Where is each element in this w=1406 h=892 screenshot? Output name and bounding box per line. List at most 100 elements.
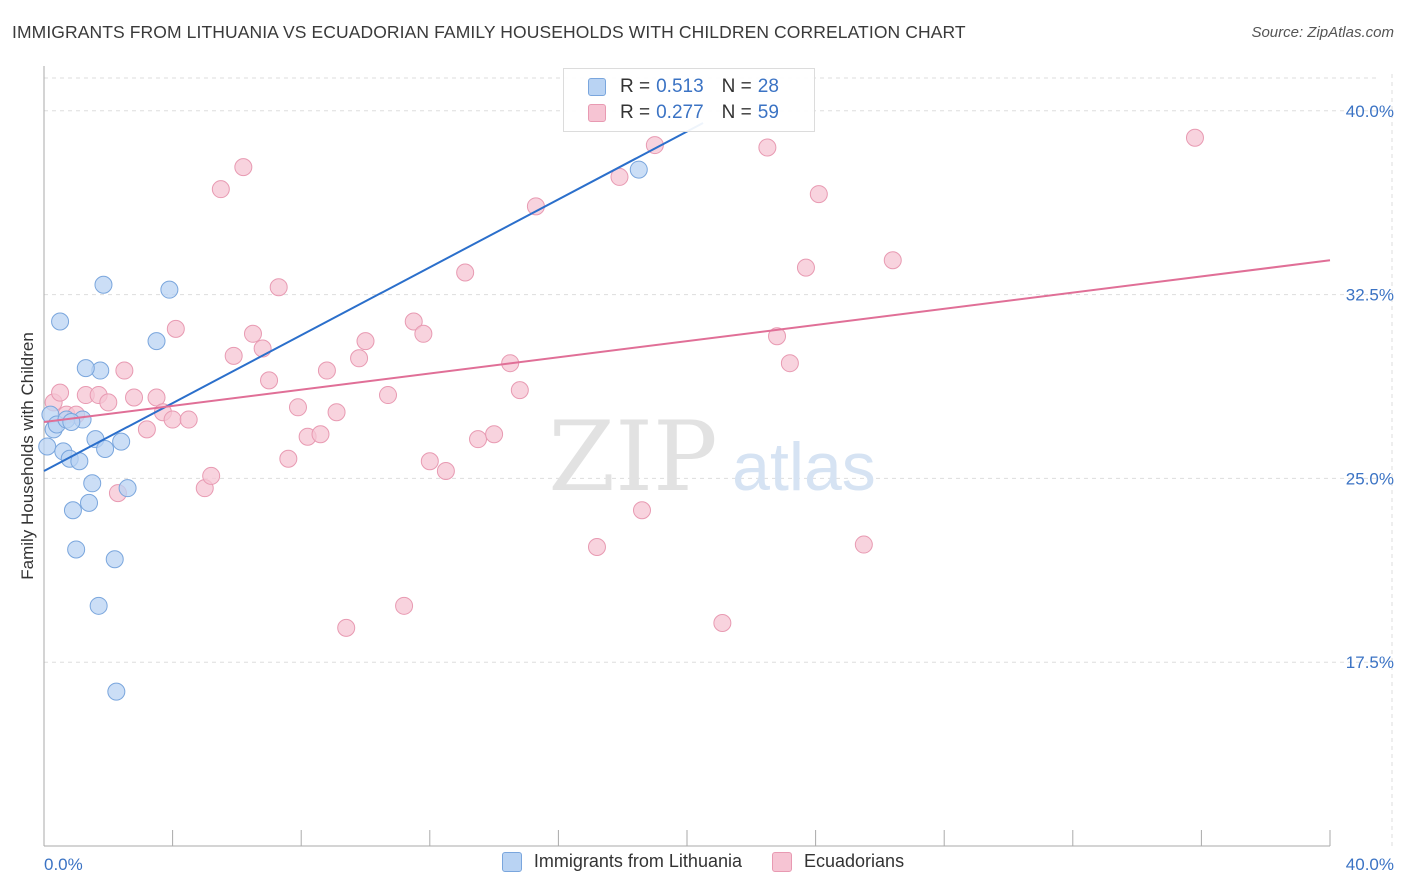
ecuadorian-point xyxy=(137,420,156,439)
lithuania-point xyxy=(89,596,108,615)
ecuadorian-point xyxy=(420,452,439,471)
ecuadorian-point xyxy=(436,462,455,481)
legend-r-value: 0.277 xyxy=(656,102,704,123)
ecuadorian-point xyxy=(587,538,606,557)
legend-r-label: R = xyxy=(620,102,651,123)
y-tick-label: 32.5% xyxy=(1346,286,1394,305)
ecuadorian-point xyxy=(211,180,230,199)
ecuadorian-point xyxy=(883,251,902,270)
watermark-atlas: atlas xyxy=(732,429,876,505)
chart-title: IMMIGRANTS FROM LITHUANIA VS ECUADORIAN … xyxy=(12,22,966,42)
legend-r-value: 0.513 xyxy=(656,76,704,97)
legend-n-label: N = xyxy=(721,102,752,123)
y-tick-label: 17.5% xyxy=(1346,653,1394,672)
ecuadorian-point xyxy=(202,466,221,485)
ecuadorian-point xyxy=(713,613,732,632)
legend-n-label: N = xyxy=(721,76,752,97)
lithuania-point xyxy=(63,501,82,520)
lithuania-point xyxy=(51,312,70,331)
ecuadorian-point xyxy=(809,185,828,204)
lithuania-point xyxy=(96,439,115,458)
ecuadorian-point xyxy=(163,410,182,429)
y-tick-label: 25.0% xyxy=(1346,469,1394,488)
ecuadorian-point xyxy=(288,398,307,417)
grid-lines xyxy=(44,74,1393,846)
ecuadorian-point xyxy=(758,138,777,157)
lithuania-point xyxy=(76,359,95,378)
lithuania-point xyxy=(160,280,179,299)
y-axis-label: Family Households with Children xyxy=(18,332,37,580)
axes xyxy=(43,66,1331,847)
legend-swatch-blue xyxy=(588,78,606,96)
ecuadorian-point xyxy=(51,383,70,402)
legend-n-value: 59 xyxy=(757,102,779,123)
ecuadorian-point xyxy=(279,449,298,468)
ecuadorian-point xyxy=(780,354,799,373)
x-tick-label: 0.0% xyxy=(44,855,83,874)
ecuadorian-point xyxy=(469,430,488,449)
legend-item-ecuadorians[interactable]: Ecuadorians xyxy=(772,851,904,872)
ecuadorian-point xyxy=(260,371,279,390)
ecuadorian-point xyxy=(179,410,198,429)
ecuadorian-point xyxy=(379,386,398,405)
ecuadorian-trend-line xyxy=(43,259,1331,424)
ecuadorian-point xyxy=(253,339,272,358)
ecuadorian-point xyxy=(125,388,144,407)
lithuania-point xyxy=(107,682,126,701)
legend-swatch-blue xyxy=(501,851,522,872)
lithuania-point xyxy=(112,432,131,451)
ecuadorian-point xyxy=(854,535,873,554)
trend-lines xyxy=(43,122,1331,472)
lithuania-point xyxy=(67,540,86,559)
ecuadorian-point xyxy=(632,501,651,520)
ecuadorian-point xyxy=(115,361,134,380)
legend-swatch-pink xyxy=(588,104,606,122)
legend-swatch-pink xyxy=(772,851,792,872)
ecuadorian-point xyxy=(510,381,529,400)
ecuadorian-point xyxy=(317,361,336,380)
legend-row-ecuadorians: R = 0.277 N = 59 xyxy=(588,100,779,126)
ecuadorian-point xyxy=(234,158,253,177)
lithuania-point xyxy=(62,413,81,432)
ecuadorian-point xyxy=(395,596,414,615)
lithuania-trend-line xyxy=(43,122,704,472)
legend-item-lithuania[interactable]: Immigrants from Lithuania xyxy=(501,851,742,872)
ecuadorian-point xyxy=(1185,128,1204,147)
ecuadorian-point xyxy=(485,425,504,444)
lithuania-point xyxy=(94,275,113,294)
ecuadorian-point xyxy=(356,332,375,351)
correlation-legend: R = 0.513 N = 28 R = 0.277 N = 59 xyxy=(563,68,815,132)
ecuadorian-point xyxy=(350,349,369,368)
lithuania-point xyxy=(147,332,166,351)
ecuadorian-point xyxy=(243,324,262,343)
legend-label-ecuadorians: Ecuadorians xyxy=(804,851,905,871)
ecuadorian-point xyxy=(768,327,787,346)
source-label: Source: ZipAtlas.com xyxy=(1251,24,1394,41)
tick-labels: 17.5% 25.0% 32.5% 40.0% 0.0% 40.0% xyxy=(44,102,1394,874)
ecuadorian-point xyxy=(99,393,118,412)
legend-label-lithuania: Immigrants from Lithuania xyxy=(533,851,742,871)
x-tick-label: 40.0% xyxy=(1346,855,1394,874)
ecuadorian-point xyxy=(224,346,243,365)
legend-n-value: 28 xyxy=(757,76,779,97)
lithuania-point xyxy=(38,437,57,456)
ecuadorian-point xyxy=(337,618,356,637)
ecuadorian-point xyxy=(796,258,815,277)
lithuania-point xyxy=(80,493,99,512)
series-legend: Immigrants from Lithuania Ecuadorians xyxy=(0,851,1406,872)
lithuania-points xyxy=(38,160,648,701)
ecuadorian-point xyxy=(327,403,346,422)
ecuadorian-point xyxy=(269,278,288,297)
lithuania-point xyxy=(83,474,102,493)
ecuadorian-point xyxy=(456,263,475,282)
lithuania-point xyxy=(105,550,124,569)
ecuadorian-point xyxy=(166,319,185,338)
lithuania-point xyxy=(118,479,137,498)
legend-row-lithuania: R = 0.513 N = 28 xyxy=(588,74,779,100)
lithuania-point xyxy=(629,160,648,179)
ecuadorian-point xyxy=(414,324,433,343)
ecuadorians-points xyxy=(44,128,1204,637)
ecuadorian-point xyxy=(610,167,629,186)
watermark-zip: ZIP xyxy=(548,401,717,513)
